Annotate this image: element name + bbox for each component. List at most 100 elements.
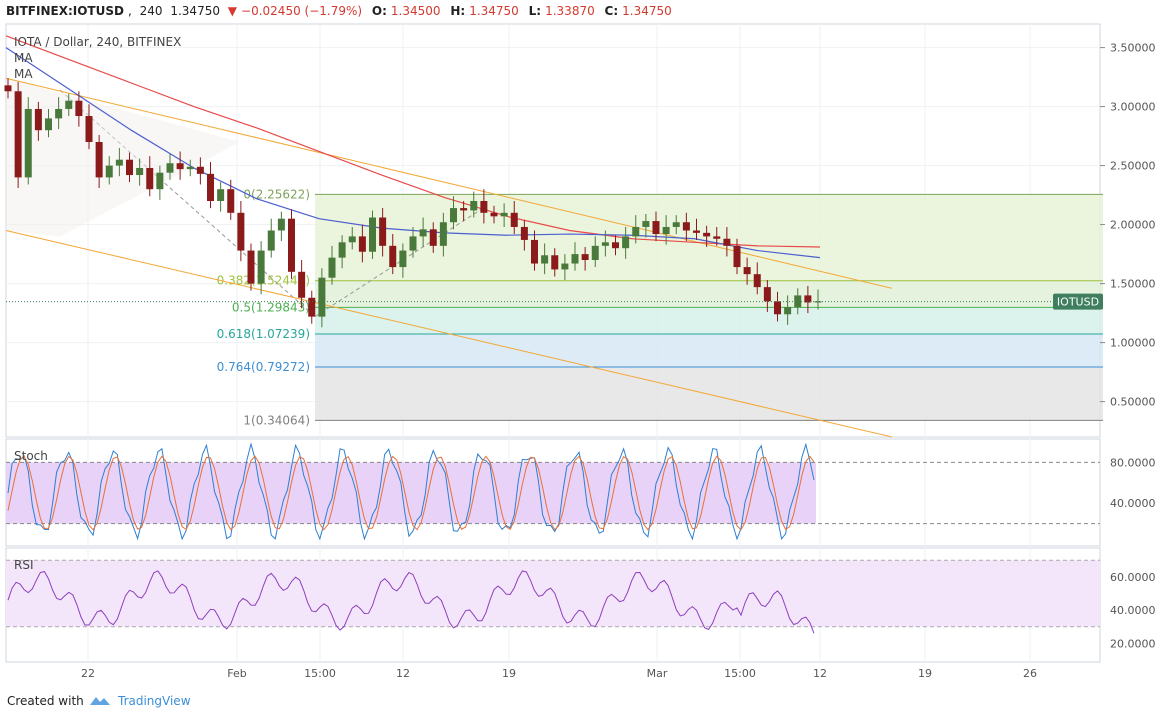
candle-body xyxy=(622,236,630,249)
open-label: O: xyxy=(371,4,387,18)
candle-body xyxy=(520,226,528,240)
tradingview-logo-icon[interactable] xyxy=(88,694,112,708)
stoch-band xyxy=(6,462,816,524)
candle-body xyxy=(227,189,235,213)
candle-body xyxy=(672,222,680,227)
rsi-label: RSI xyxy=(14,558,34,572)
candle-body xyxy=(55,108,63,119)
candle-body xyxy=(65,100,73,109)
candle-body xyxy=(409,236,417,251)
candle-body xyxy=(460,208,468,211)
candle-body xyxy=(277,218,285,231)
price-axes: 22 Feb 15:00 12 19 Mar 15:00 12 19 26 3.50000 3.000… xyxy=(6,42,1156,680)
interval-sep: , xyxy=(127,4,132,18)
candle-body xyxy=(784,307,792,315)
price-label-box xyxy=(1053,293,1103,310)
rsi-axis-label: 60.0000 xyxy=(1110,571,1156,584)
time-axis-label: Feb xyxy=(227,667,246,680)
candle-body xyxy=(308,297,316,317)
trend-channel[interactable] xyxy=(5,77,893,438)
candle-body xyxy=(682,222,690,231)
symbol-label: BITFINEX:IOTUSD xyxy=(6,4,124,18)
candle-body xyxy=(379,217,387,246)
legend-title: IOTA / Dollar, 240, BITFINEX xyxy=(14,35,181,49)
candle-body xyxy=(136,167,144,176)
stoch-axis-label: 80.0000 xyxy=(1110,456,1156,469)
candle-body xyxy=(804,295,812,303)
candle-body xyxy=(257,250,265,284)
candle-body xyxy=(146,167,154,190)
fib-level-label: 1(0.34064) xyxy=(243,413,310,427)
close-label: C: xyxy=(604,4,619,18)
candle-body xyxy=(571,254,579,264)
price-axis-label: 2.50000 xyxy=(1110,160,1156,173)
candle-body xyxy=(601,242,609,246)
candle-body xyxy=(662,226,670,235)
candle-body xyxy=(45,118,52,131)
chart-area[interactable]: 0(2.25622)0.382(1.52441)0.5(1.29843)0.61… xyxy=(0,22,1162,690)
candle-body xyxy=(267,230,275,251)
close-value: 1.34750 xyxy=(622,4,672,18)
candle-body xyxy=(196,166,204,174)
candle-body xyxy=(318,277,326,317)
candle-body xyxy=(480,201,488,213)
candle-body xyxy=(531,239,538,264)
candle-body xyxy=(85,116,93,142)
candle-body xyxy=(105,165,113,178)
rsi-line xyxy=(7,570,815,634)
candle-body xyxy=(126,159,133,176)
candle-body xyxy=(166,163,174,173)
candle-body xyxy=(389,245,397,268)
candle-body xyxy=(439,222,447,246)
time-axis-label: 12 xyxy=(813,667,827,680)
candle-body xyxy=(551,255,559,270)
price-axis-label: 2.00000 xyxy=(1110,219,1156,232)
candle-body xyxy=(115,159,123,166)
footer: Created with TradingView xyxy=(0,690,1162,718)
candle-body xyxy=(591,245,599,260)
candle-body xyxy=(348,236,356,243)
candle-body xyxy=(186,166,194,170)
down-arrow-icon: ▼ xyxy=(227,4,238,18)
stoch-k-line xyxy=(7,442,815,541)
candle-body xyxy=(247,250,255,284)
fib-level-label: 0.764(0.79272) xyxy=(217,360,310,374)
candle-body xyxy=(510,212,518,227)
stoch-axis-label: 40.0000 xyxy=(1110,497,1156,510)
candle-body xyxy=(419,229,427,237)
high-value: 1.34750 xyxy=(469,4,519,18)
candle-body xyxy=(24,108,32,178)
candle-body xyxy=(176,163,184,170)
legend-ma-2: MA xyxy=(14,67,33,81)
candle-body xyxy=(369,217,376,252)
candle-body xyxy=(763,287,771,302)
last-price: 1.34750 xyxy=(170,4,220,18)
stoch-d-line xyxy=(7,455,815,531)
candle-body xyxy=(429,229,437,246)
candlestick-series xyxy=(4,78,822,328)
price-label-text: IOTUSD xyxy=(1057,296,1099,309)
candle-body xyxy=(693,230,700,233)
candle-body xyxy=(713,236,721,239)
time-axis-label: 22 xyxy=(81,667,95,680)
candle-body xyxy=(561,263,569,270)
open-value: 1.34500 xyxy=(390,4,441,18)
candle-body xyxy=(288,218,295,272)
candle-body xyxy=(814,301,822,303)
rsi-axis-label: 40.0000 xyxy=(1110,604,1156,617)
price-axis-label: 3.50000 xyxy=(1110,42,1156,55)
time-axis-label: 19 xyxy=(918,667,932,680)
time-axis-label: 12 xyxy=(396,667,410,680)
channel-upper-line xyxy=(5,77,893,289)
fib-zone xyxy=(315,280,1103,308)
time-axis-label: 15:00 xyxy=(304,667,336,680)
price-axis-label: 3.00000 xyxy=(1110,101,1156,114)
candle-body xyxy=(34,108,42,131)
fib-zone xyxy=(315,307,1103,335)
candle-body xyxy=(581,254,589,260)
candle-body xyxy=(237,212,245,251)
tradingview-link[interactable]: TradingView xyxy=(118,694,191,708)
fib-level-label: 0(2.25622) xyxy=(243,187,310,201)
interval-label: 240 xyxy=(139,4,163,18)
rsi-band xyxy=(6,560,1100,627)
